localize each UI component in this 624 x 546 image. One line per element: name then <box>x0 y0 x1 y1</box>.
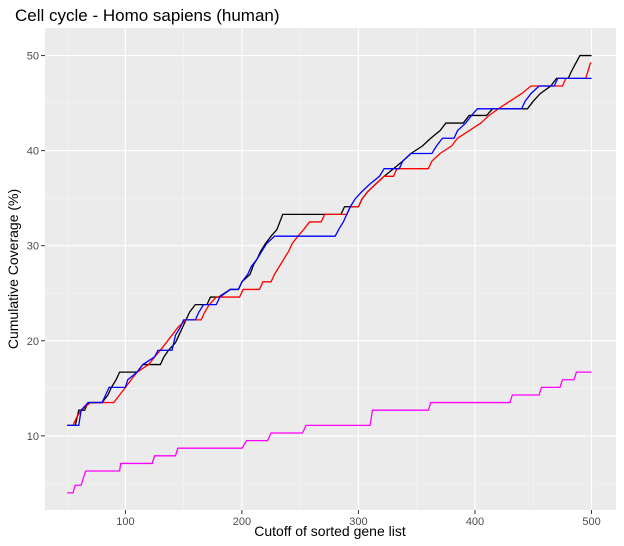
y-tick-label: 50 <box>27 51 39 63</box>
chart-title: Cell cycle - Homo sapiens (human) <box>15 6 280 25</box>
y-tick-label: 30 <box>27 241 39 253</box>
x-tick-label: 200 <box>233 516 251 528</box>
x-tick-label: 500 <box>582 516 600 528</box>
y-tick-label: 10 <box>27 431 39 443</box>
x-tick-label: 100 <box>116 516 134 528</box>
series-line-4 <box>67 371 592 494</box>
series-line-3 <box>67 77 592 427</box>
x-axis-title: Cutoff of sorted gene list <box>254 523 406 539</box>
series-layer <box>67 54 592 494</box>
x-tick-label: 300 <box>349 516 367 528</box>
grid-minor <box>45 28 616 510</box>
y-tick-label: 40 <box>27 146 39 158</box>
grid-major <box>45 28 616 510</box>
y-axis-title: Cumulative Coverage (%) <box>5 189 21 349</box>
y-axis: 10 20 30 40 50 <box>27 51 45 443</box>
y-tick-label: 20 <box>27 336 39 348</box>
x-tick-label: 400 <box>466 516 484 528</box>
x-axis: 100 200 300 400 500 <box>116 510 601 528</box>
panel-background <box>45 28 616 510</box>
